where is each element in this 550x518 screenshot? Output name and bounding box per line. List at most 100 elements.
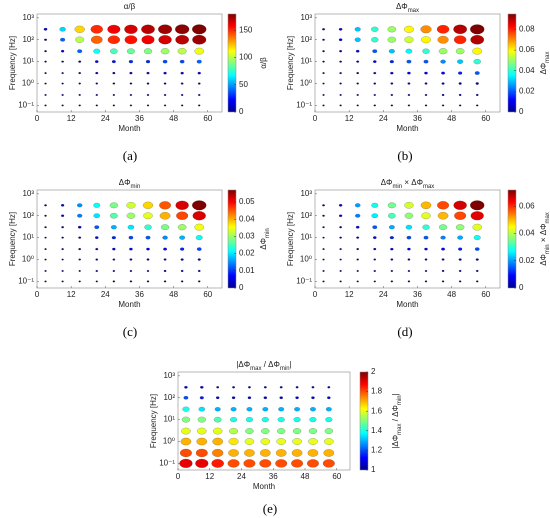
glyph [127,224,135,230]
glyph [339,104,342,107]
glyph [322,104,325,107]
colorbar-label-part: min [397,395,403,405]
glyph [212,449,224,457]
glyph [161,224,170,231]
glyph [146,280,150,283]
glyph [441,93,445,96]
glyph [424,270,428,272]
y-tick-label: 10³ [163,371,175,380]
glyph [470,211,484,221]
colorbar-tick-label: 1 [371,465,376,474]
glyph [180,82,184,85]
glyph [322,94,325,96]
panel-label: (c) [123,324,137,339]
colorbar-tick-label: 100 [239,53,253,62]
glyph [124,24,138,34]
glyph [373,60,377,63]
colorbar-label-part: × ΔΦ [539,224,548,245]
glyph [197,416,206,423]
glyph [470,24,485,35]
glyph [78,280,81,283]
glyph [110,213,118,219]
glyph [422,48,430,54]
glyph [441,82,445,85]
glyph [146,71,150,75]
colorbar-tick-label: 0 [519,283,524,292]
colorbar-tick-label: 0 [239,107,244,116]
glyph [309,417,317,423]
glyph [373,258,377,261]
glyph [424,93,428,96]
glyph [196,247,202,251]
glyph [292,428,302,434]
glyph [179,458,193,468]
glyph [454,211,467,220]
x-tick-label: 12 [67,290,76,299]
glyph [390,93,394,96]
glyph [197,82,201,85]
glyph [390,258,394,261]
glyph [424,82,428,85]
glyph [404,202,414,209]
chart-title-part: / ΔΦ [262,360,280,369]
glyph [437,201,450,210]
glyph [107,24,121,34]
glyph [421,212,431,220]
glyph [322,50,325,53]
glyph [475,93,479,96]
colorbar-tick-label: 0.08 [519,25,535,34]
glyph [373,247,377,251]
glyph [61,226,64,229]
glyph [263,396,268,400]
glyph [91,35,103,44]
glyph [424,280,428,283]
colorbar-tick-label: 0.05 [239,197,255,206]
glyph [198,280,201,283]
colorbar-label-part: min [545,244,550,254]
glyph [356,72,359,75]
glyph [180,71,184,75]
glyph [176,211,189,220]
y-axis-label: Frequency [Hz] [286,212,295,266]
glyph [327,386,331,389]
glyph [244,449,255,457]
glyph [339,60,342,63]
glyph [339,82,342,85]
glyph [475,82,479,85]
glyph [78,258,81,261]
y-tick-label: 10² [22,35,34,44]
glyph [44,204,47,207]
y-tick-label: 10⁰ [22,79,34,88]
glyph [159,201,171,210]
glyph [259,459,272,468]
glyph [310,407,316,412]
glyph [182,406,190,412]
glyph [311,396,315,400]
glyph [294,407,300,412]
glyph [247,396,252,400]
colorbar-tick-label: 0.06 [519,45,535,54]
glyph [261,417,269,423]
colorbar-label-part: / ΔΦ [391,405,400,423]
glyph [126,212,136,219]
x-tick-label: 60 [203,290,212,299]
glyph [112,247,116,251]
glyph [175,24,190,35]
chart-title-part: | [290,360,292,369]
glyph [44,226,47,229]
glyph [112,269,116,272]
glyph [373,236,377,239]
chart-title-part: ΔΦ [119,178,131,187]
y-tick-label: 10¹ [22,233,34,242]
y-tick-label: 10² [163,393,175,402]
glyph [405,224,413,230]
y-tick-label: 10¹ [163,415,175,424]
glyph [373,71,377,75]
x-tick-label: 48 [447,114,456,123]
colorbar-tick-label: 0 [519,107,524,116]
glyph [192,211,206,221]
x-tick-label: 60 [332,472,341,481]
glyph [475,258,479,261]
x-tick-label: 12 [345,114,354,123]
glyph [388,213,396,219]
